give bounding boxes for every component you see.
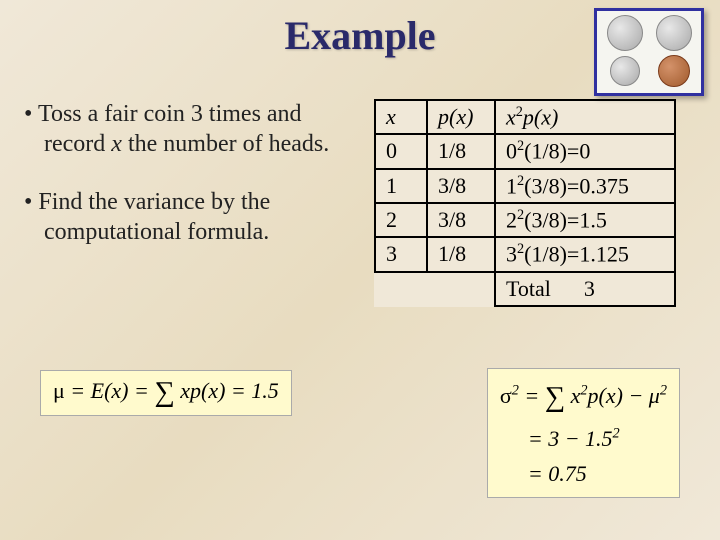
- coin-dime: [610, 56, 640, 86]
- header-px: p(x): [427, 100, 495, 134]
- variance-line1: σ2 = ∑ x2p(x) − μ2: [500, 375, 667, 421]
- table-row: 0 1/8 02(1/8)=0: [375, 134, 675, 168]
- table-header-row: x p(x) x2p(x): [375, 100, 675, 134]
- cell-px: 1/8: [427, 237, 495, 271]
- cell-x2px: 22(3/8)=1.5: [495, 203, 675, 237]
- header-x2px: x2p(x): [495, 100, 675, 134]
- cell-x: 2: [375, 203, 427, 237]
- mean-formula: μ = E(x) = ∑ xp(x) = 1.5: [40, 370, 292, 416]
- coin-penny: [658, 55, 690, 87]
- probability-table: x p(x) x2p(x) 0 1/8 02(1/8)=0 1 3/8 12(3…: [374, 99, 676, 307]
- cell-x2px: 02(1/8)=0: [495, 134, 675, 168]
- coin-quarter: [607, 15, 643, 51]
- cell-px: 3/8: [427, 203, 495, 237]
- bullet-2: Find the variance by the computational f…: [24, 187, 344, 247]
- coins-image: [594, 8, 704, 96]
- table-row: 2 3/8 22(3/8)=1.5: [375, 203, 675, 237]
- header-x: x: [375, 100, 427, 134]
- cell-x: 1: [375, 169, 427, 203]
- table-total-row: Total 3: [375, 272, 675, 306]
- cell-px: 1/8: [427, 134, 495, 168]
- variance-line2: = 3 − 1.52: [500, 421, 667, 456]
- cell-x: 3: [375, 237, 427, 271]
- cell-x: 0: [375, 134, 427, 168]
- cell-total: Total 3: [495, 272, 675, 306]
- variance-line3: = 0.75: [500, 456, 667, 491]
- cell-x2px: 32(1/8)=1.125: [495, 237, 675, 271]
- cell-x2px: 12(3/8)=0.375: [495, 169, 675, 203]
- variance-formula: σ2 = ∑ x2p(x) − μ2 = 3 − 1.52 = 0.75: [487, 368, 680, 498]
- table-row: 3 1/8 32(1/8)=1.125: [375, 237, 675, 271]
- table-row: 1 3/8 12(3/8)=0.375: [375, 169, 675, 203]
- coin-nickel: [656, 15, 692, 51]
- bullet-1: Toss a fair coin 3 times and record x th…: [24, 99, 344, 159]
- cell-px: 3/8: [427, 169, 495, 203]
